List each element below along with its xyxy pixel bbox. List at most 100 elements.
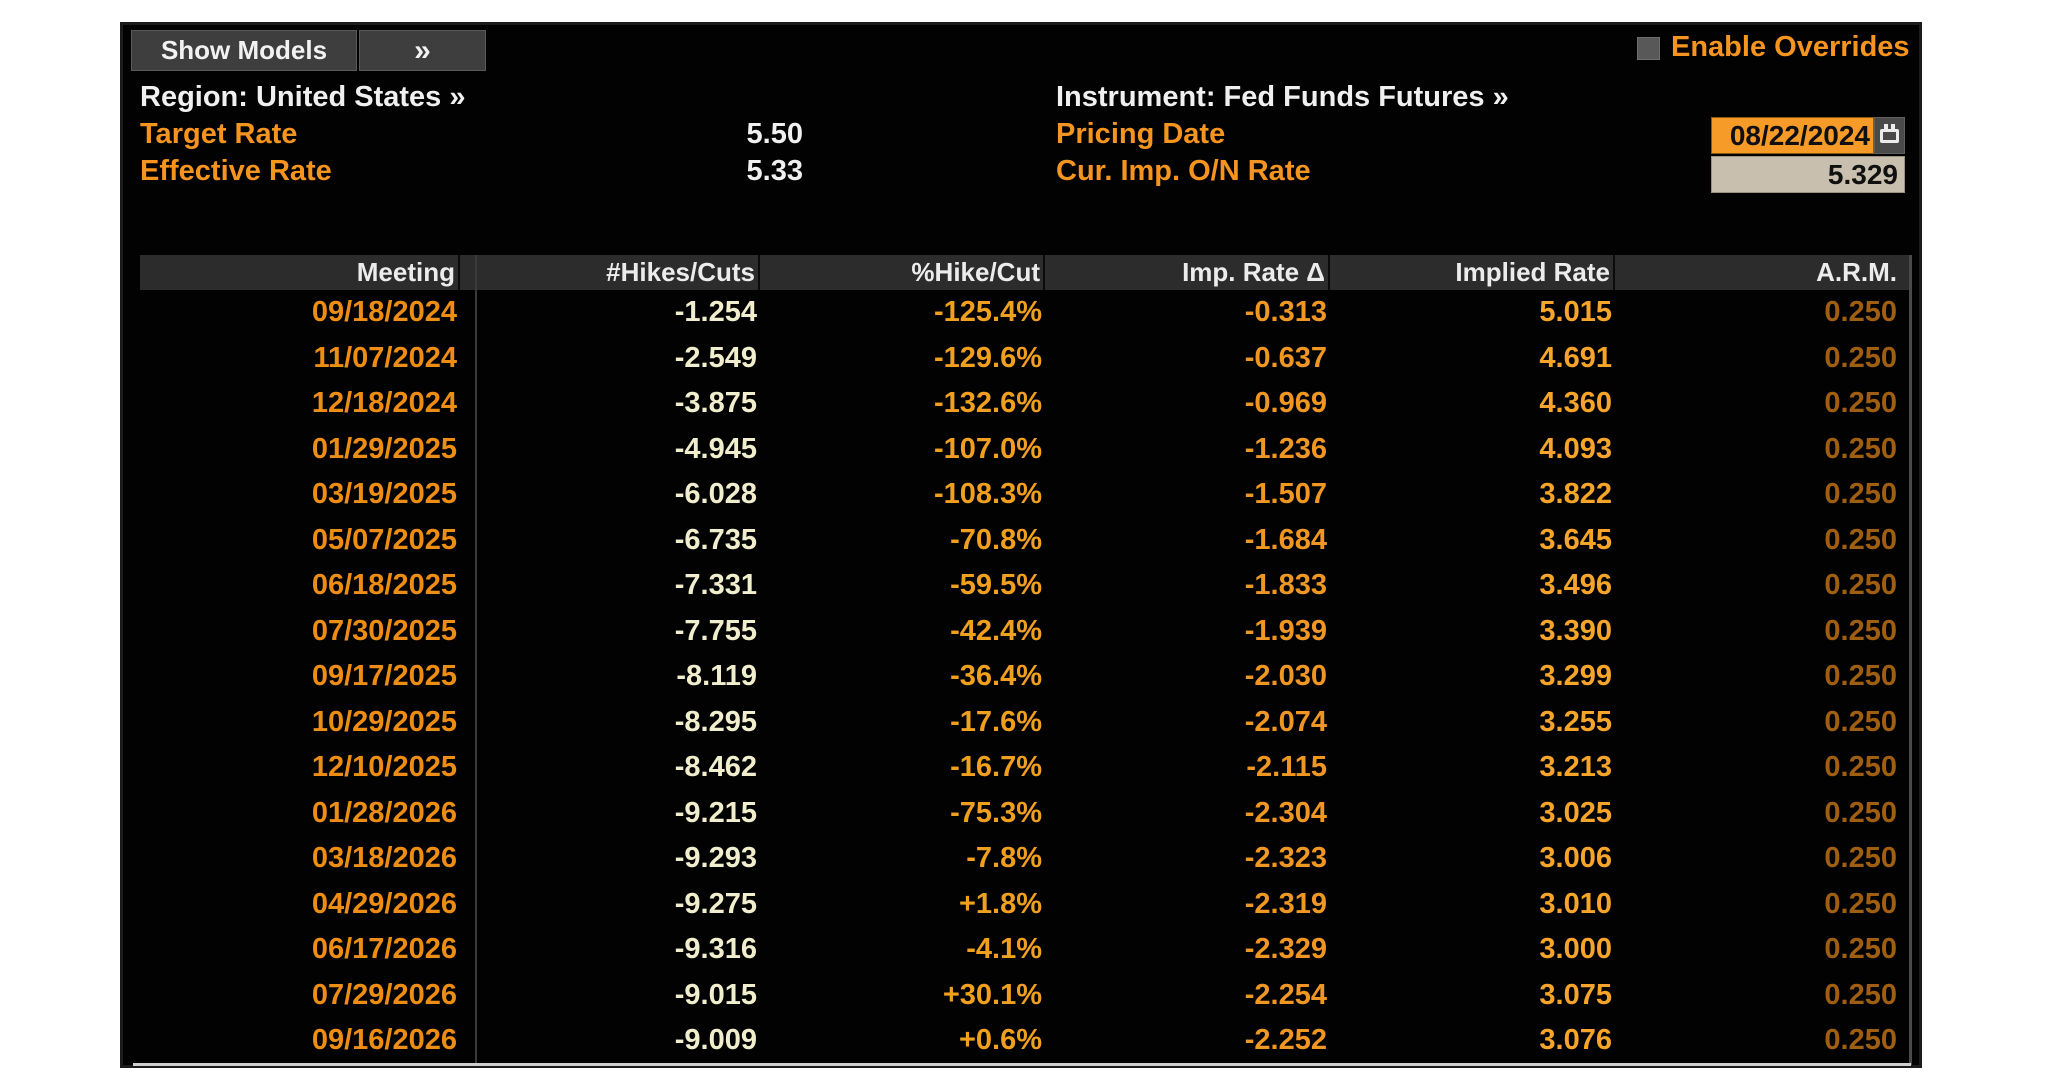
cell-arm: 0.250	[1824, 1024, 1897, 1057]
table-row[interactable]: 10/29/2025 -8.295 -17.6% -2.074 3.255 0.…	[140, 700, 1909, 746]
cell-meeting: 09/17/2025	[311, 660, 457, 693]
show-models-button[interactable]: Show Models	[131, 30, 357, 71]
cell-imp-rate-delta: -2.030	[1244, 660, 1327, 693]
calendar-icon	[1880, 123, 1899, 143]
cell-hikes-cuts: -9.215	[674, 796, 757, 829]
cell-pct-hike-cut: -4.1%	[966, 933, 1042, 966]
cell-implied-rate: 3.076	[1539, 1024, 1612, 1057]
cell-implied-rate: 3.213	[1539, 751, 1612, 784]
cell-implied-rate: 3.390	[1539, 614, 1612, 647]
cur-imp-on-rate-input[interactable]: 5.329	[1711, 156, 1905, 193]
column-header-arm: A.R.M.	[1816, 257, 1897, 287]
cell-meeting: 05/07/2025	[311, 523, 457, 556]
cell-pct-hike-cut: -125.4%	[933, 296, 1042, 329]
cell-implied-rate: 3.299	[1539, 660, 1612, 693]
table-row[interactable]: 11/07/2024 -2.549 -129.6% -0.637 4.691 0…	[140, 336, 1909, 382]
cell-hikes-cuts: -8.119	[676, 660, 757, 693]
table-row[interactable]: 04/29/2026 -9.275 +1.8% -2.319 3.010 0.2…	[140, 882, 1909, 928]
cell-arm: 0.250	[1824, 341, 1897, 374]
cell-meeting: 07/30/2025	[311, 614, 457, 647]
cell-hikes-cuts: -9.015	[674, 978, 757, 1011]
table-row[interactable]: 03/18/2026 -9.293 -7.8% -2.323 3.006 0.2…	[140, 836, 1909, 882]
cell-hikes-cuts: -2.549	[674, 341, 757, 374]
cell-hikes-cuts: -7.755	[674, 614, 757, 647]
cell-pct-hike-cut: +30.1%	[942, 978, 1042, 1011]
table-row[interactable]: 06/17/2026 -9.316 -4.1% -2.329 3.000 0.2…	[140, 927, 1909, 973]
cell-meeting: 01/28/2026	[311, 796, 457, 829]
cell-arm: 0.250	[1824, 523, 1897, 556]
cell-imp-rate-delta: -0.637	[1244, 341, 1327, 374]
cell-imp-rate-delta: -2.319	[1244, 887, 1327, 920]
cell-arm: 0.250	[1824, 614, 1897, 647]
cell-meeting: 09/18/2024	[311, 296, 457, 329]
cell-implied-rate: 4.360	[1539, 387, 1612, 420]
table-row[interactable]: 07/29/2026 -9.015 +30.1% -2.254 3.075 0.…	[140, 973, 1909, 1019]
column-header-pct-hike-cut: %Hike/Cut	[760, 255, 1045, 290]
cell-meeting: 07/29/2026	[311, 978, 457, 1011]
cell-pct-hike-cut: -17.6%	[950, 705, 1042, 738]
cell-pct-hike-cut: -107.0%	[933, 432, 1042, 465]
pricing-date-input[interactable]: 08/22/2024	[1711, 117, 1874, 154]
table-row[interactable]: 03/19/2025 -6.028 -108.3% -1.507 3.822 0…	[140, 472, 1909, 518]
column-header-meeting: Meeting	[140, 255, 460, 290]
cell-pct-hike-cut: -75.3%	[950, 796, 1042, 829]
cell-imp-rate-delta: -1.833	[1244, 569, 1327, 602]
table-row[interactable]: 06/18/2025 -7.331 -59.5% -1.833 3.496 0.…	[140, 563, 1909, 609]
cell-imp-rate-delta: -2.329	[1244, 933, 1327, 966]
cell-imp-rate-delta: -0.313	[1244, 296, 1327, 329]
cell-meeting: 09/16/2026	[311, 1024, 457, 1057]
table-row[interactable]: 01/28/2026 -9.215 -75.3% -2.304 3.025 0.…	[140, 791, 1909, 837]
calendar-button[interactable]	[1874, 117, 1905, 154]
enable-overrides-checkbox[interactable]	[1637, 37, 1660, 60]
cell-implied-rate: 5.015	[1539, 296, 1612, 329]
cell-meeting: 12/10/2025	[311, 751, 457, 784]
cell-pct-hike-cut: -36.4%	[950, 660, 1042, 693]
table-row[interactable]: 12/10/2025 -8.462 -16.7% -2.115 3.213 0.…	[140, 745, 1909, 791]
table-row[interactable]: 12/18/2024 -3.875 -132.6% -0.969 4.360 0…	[140, 381, 1909, 427]
target-rate-label: Target Rate	[140, 118, 298, 150]
cell-implied-rate: 3.255	[1539, 705, 1612, 738]
cell-implied-rate: 3.006	[1539, 842, 1612, 875]
cell-hikes-cuts: -3.875	[674, 387, 757, 420]
cell-arm: 0.250	[1824, 478, 1897, 511]
expand-button[interactable]: »	[359, 30, 486, 71]
cell-implied-rate: 3.075	[1539, 978, 1612, 1011]
cur-imp-on-rate-label: Cur. Imp. O/N Rate	[1056, 155, 1311, 187]
cell-imp-rate-delta: -2.304	[1244, 796, 1327, 829]
region-selector[interactable]: Region: United States »	[140, 81, 466, 113]
cell-meeting: 03/19/2025	[311, 478, 457, 511]
table-row[interactable]: 07/30/2025 -7.755 -42.4% -1.939 3.390 0.…	[140, 609, 1909, 655]
table-row[interactable]: 05/07/2025 -6.735 -70.8% -1.684 3.645 0.…	[140, 518, 1909, 564]
cell-imp-rate-delta: -1.684	[1244, 523, 1327, 556]
cell-arm: 0.250	[1824, 660, 1897, 693]
cell-imp-rate-delta: -1.507	[1244, 478, 1327, 511]
meeting-column-divider	[475, 255, 477, 1065]
cell-arm: 0.250	[1824, 887, 1897, 920]
cell-hikes-cuts: -9.293	[674, 842, 757, 875]
cell-implied-rate: 3.010	[1539, 887, 1612, 920]
table-scrollbar[interactable]	[1909, 255, 1912, 1065]
cell-imp-rate-delta: -1.939	[1244, 614, 1327, 647]
cell-pct-hike-cut: -108.3%	[933, 478, 1042, 511]
table-row[interactable]: 09/17/2025 -8.119 -36.4% -2.030 3.299 0.…	[140, 654, 1909, 700]
table-row[interactable]: 09/18/2024 -1.254 -125.4% -0.313 5.015 0…	[140, 290, 1909, 336]
target-rate-value: 5.50	[746, 118, 803, 150]
cell-pct-hike-cut: -70.8%	[950, 523, 1042, 556]
effective-rate-value: 5.33	[746, 155, 803, 187]
cell-imp-rate-delta: -2.252	[1244, 1024, 1327, 1057]
futures-table: Meeting #Hikes/Cuts %Hike/Cut Imp. Rate …	[140, 255, 1909, 1064]
table-row[interactable]: 01/29/2025 -4.945 -107.0% -1.236 4.093 0…	[140, 427, 1909, 473]
cell-meeting: 12/18/2024	[311, 387, 457, 420]
fed-funds-futures-panel: Show Models » Enable Overrides Region: U…	[120, 22, 1922, 1068]
table-row[interactable]: 09/16/2026 -9.009 +0.6% -2.252 3.076 0.2…	[140, 1018, 1909, 1064]
cell-implied-rate: 4.691	[1539, 341, 1612, 374]
instrument-selector[interactable]: Instrument: Fed Funds Futures »	[1056, 81, 1509, 113]
pricing-date-label: Pricing Date	[1056, 118, 1226, 150]
table-body: 09/18/2024 -1.254 -125.4% -0.313 5.015 0…	[140, 290, 1909, 1064]
cell-pct-hike-cut: -16.7%	[950, 751, 1042, 784]
effective-rate-label: Effective Rate	[140, 155, 332, 187]
cell-imp-rate-delta: -0.969	[1244, 387, 1327, 420]
cell-implied-rate: 3.496	[1539, 569, 1612, 602]
cell-pct-hike-cut: -129.6%	[933, 341, 1042, 374]
cell-arm: 0.250	[1824, 569, 1897, 602]
